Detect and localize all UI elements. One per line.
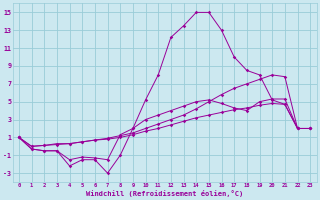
X-axis label: Windchill (Refroidissement éolien,°C): Windchill (Refroidissement éolien,°C) <box>86 190 243 197</box>
